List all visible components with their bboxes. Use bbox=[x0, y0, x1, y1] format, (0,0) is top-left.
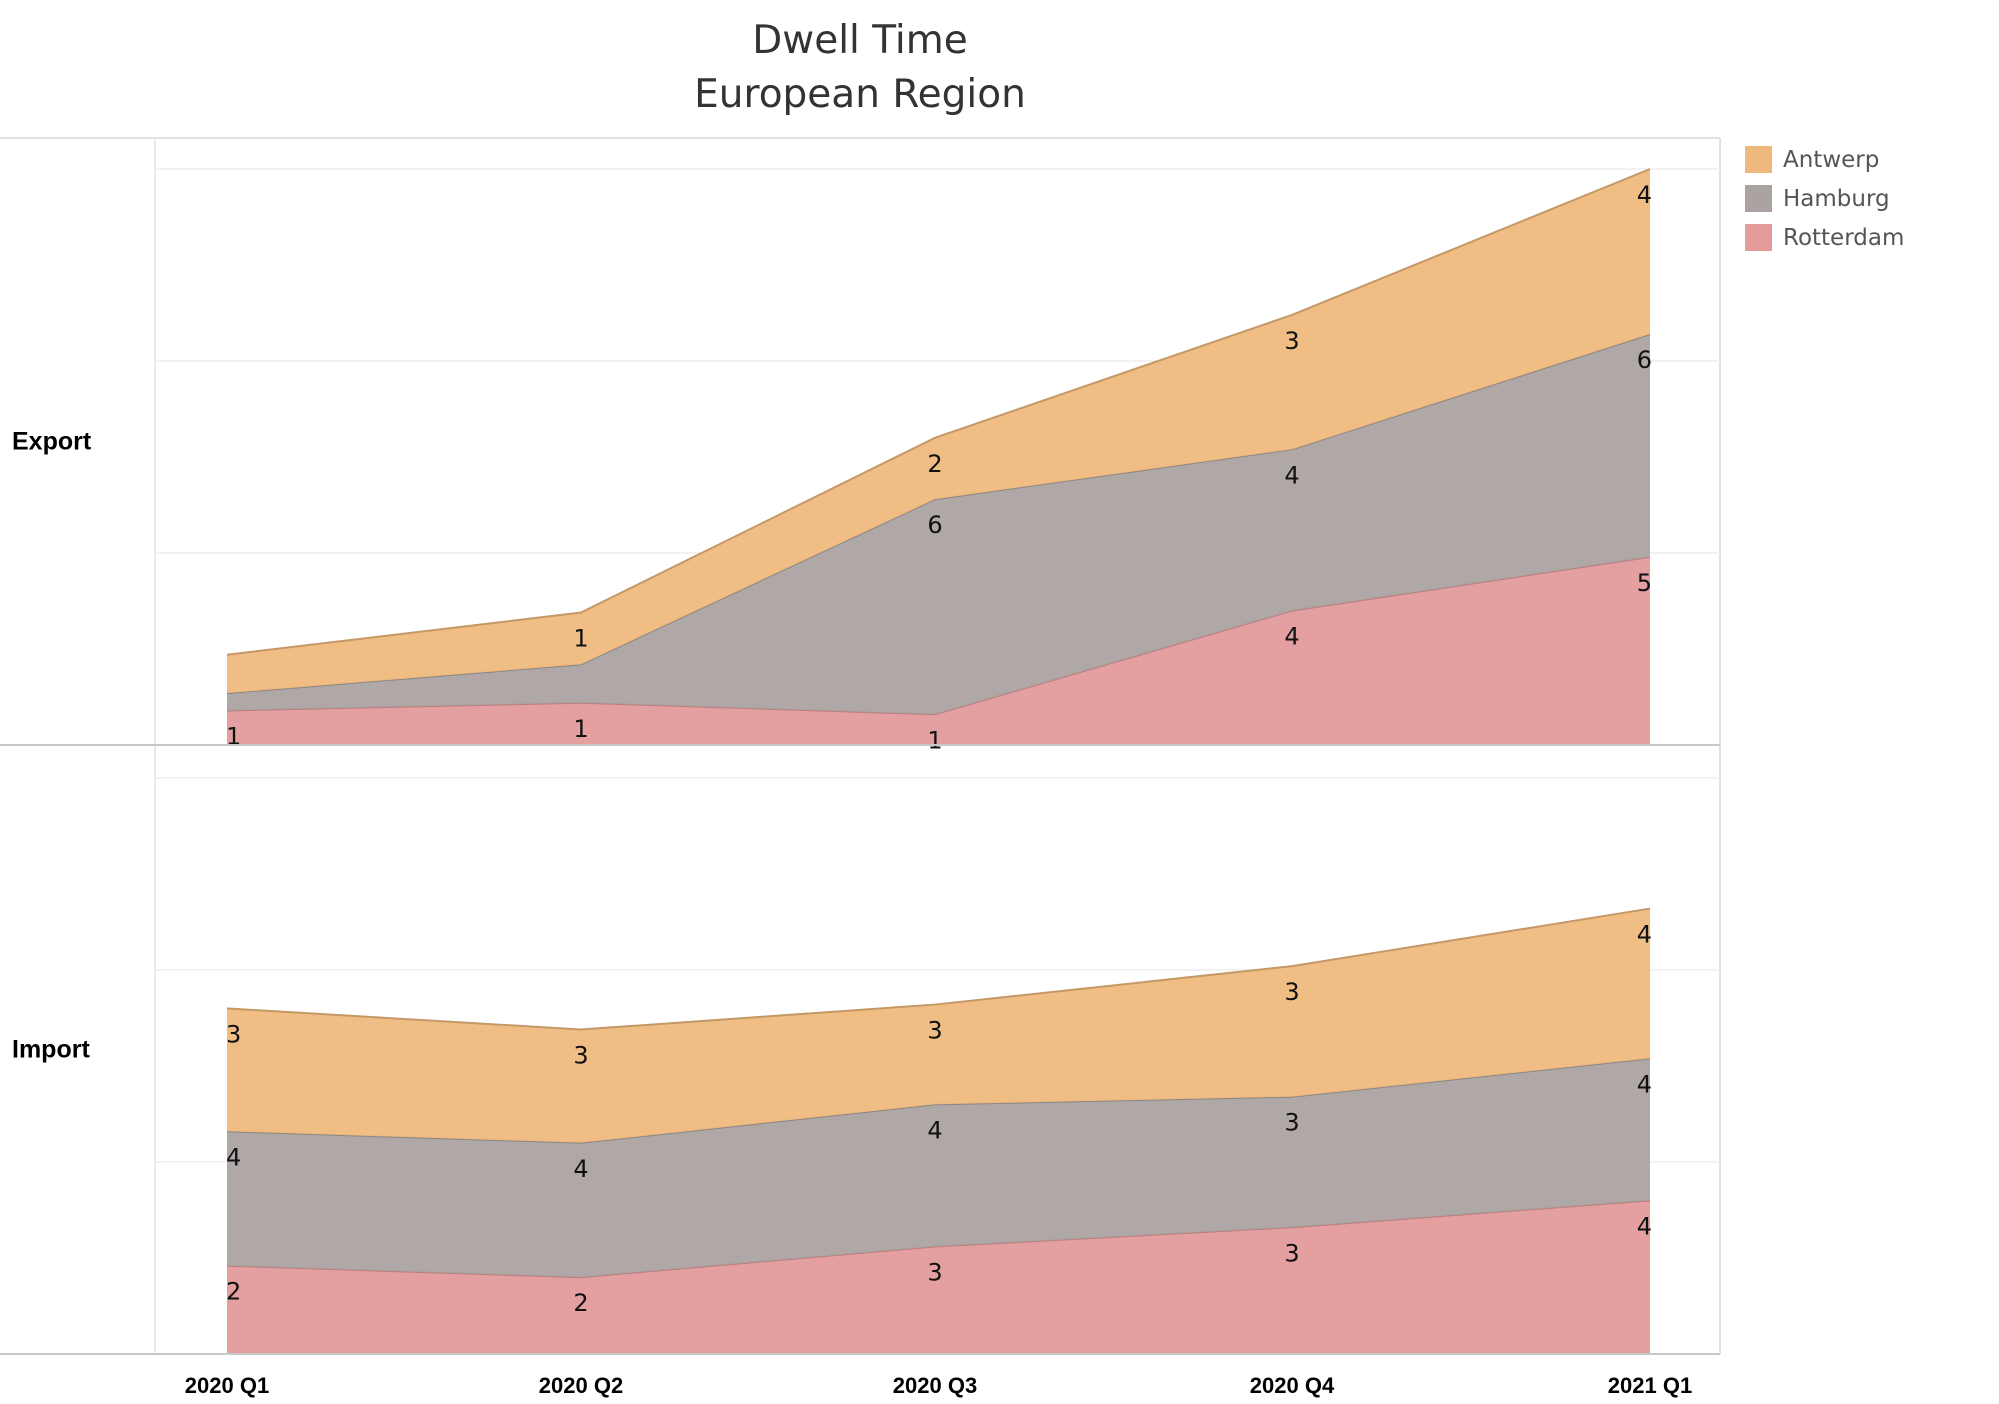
area-rotterdam-import bbox=[227, 1200, 1650, 1354]
data-label-antwerp: 3 bbox=[1284, 327, 1299, 355]
legend-label: Antwerp bbox=[1783, 146, 1880, 173]
data-label-rotterdam: 3 bbox=[927, 1258, 942, 1286]
data-label-hamburg: 3 bbox=[1284, 1109, 1299, 1137]
data-label-rotterdam: 2 bbox=[573, 1289, 588, 1317]
data-label-hamburg: 6 bbox=[1637, 346, 1652, 374]
area-antwerp-export bbox=[227, 169, 1650, 694]
area-hamburg-import bbox=[227, 1058, 1650, 1278]
data-label-antwerp: 3 bbox=[226, 1020, 241, 1048]
chart-title: Dwell Time European Region bbox=[0, 14, 1720, 122]
legend-swatch bbox=[1745, 224, 1772, 251]
data-label-rotterdam: 5 bbox=[1637, 569, 1652, 597]
data-label-hamburg: 4 bbox=[927, 1116, 942, 1144]
data-label-rotterdam: 1 bbox=[573, 715, 588, 743]
chart-title-line-2: European Region bbox=[694, 72, 1026, 117]
data-label-rotterdam: 2 bbox=[226, 1278, 241, 1306]
data-label-hamburg: 4 bbox=[226, 1143, 241, 1171]
x-tick-label: 2020 Q2 bbox=[539, 1373, 623, 1398]
data-label-rotterdam: 4 bbox=[1284, 623, 1299, 651]
data-label-rotterdam: 3 bbox=[1284, 1239, 1299, 1267]
legend-label: Rotterdam bbox=[1783, 224, 1905, 251]
data-label-antwerp: 3 bbox=[1284, 978, 1299, 1006]
legend-item-antwerp[interactable]: Antwerp bbox=[1745, 140, 1904, 179]
data-label-rotterdam: 1 bbox=[927, 726, 942, 754]
data-label-hamburg: 4 bbox=[1284, 461, 1299, 489]
x-tick-label: 2021 Q1 bbox=[1608, 1373, 1692, 1398]
x-tick-label: 2020 Q4 bbox=[1250, 1373, 1335, 1398]
legend-label: Hamburg bbox=[1783, 185, 1890, 212]
data-label-rotterdam: 4 bbox=[1637, 1212, 1652, 1240]
data-label-rotterdam: 1 bbox=[226, 722, 241, 750]
area-edge-antwerp bbox=[226, 168, 1651, 656]
data-label-antwerp: 3 bbox=[573, 1042, 588, 1070]
legend-item-hamburg[interactable]: Hamburg bbox=[1745, 179, 1904, 218]
area-antwerp-import bbox=[227, 908, 1650, 1143]
data-label-hamburg: 4 bbox=[573, 1155, 588, 1183]
chart-title-line-1: Dwell Time bbox=[752, 18, 968, 63]
data-label-antwerp: 4 bbox=[1637, 181, 1652, 209]
x-tick-label: 2020 Q3 bbox=[893, 1373, 977, 1398]
row-header-export: Export bbox=[12, 428, 92, 456]
panel-import: 2 2 3 3 4 4 4 4 3 4 3 3 3 3 4 Import bbox=[0, 777, 1720, 1355]
panel-export: 1 1 1 4 5 6 4 6 1 2 3 4 Export bbox=[0, 168, 1720, 754]
data-label-hamburg: 6 bbox=[927, 511, 942, 539]
data-label-hamburg: 4 bbox=[1637, 1070, 1652, 1098]
legend-item-rotterdam[interactable]: Rotterdam bbox=[1745, 218, 1904, 257]
legend: Antwerp Hamburg Rotterdam bbox=[1745, 140, 1904, 257]
data-label-antwerp: 4 bbox=[1637, 921, 1652, 949]
area-rotterdam-export bbox=[227, 556, 1650, 745]
row-header-import: Import bbox=[12, 1036, 90, 1064]
data-label-antwerp: 1 bbox=[573, 625, 588, 653]
x-tick-label: 2020 Q1 bbox=[185, 1373, 269, 1398]
legend-swatch bbox=[1745, 146, 1772, 173]
area-hamburg-export bbox=[227, 334, 1650, 715]
data-label-antwerp: 3 bbox=[927, 1017, 942, 1045]
data-label-antwerp: 2 bbox=[927, 450, 942, 478]
area-edge-antwerp bbox=[226, 907, 1651, 1031]
legend-swatch bbox=[1745, 185, 1772, 212]
